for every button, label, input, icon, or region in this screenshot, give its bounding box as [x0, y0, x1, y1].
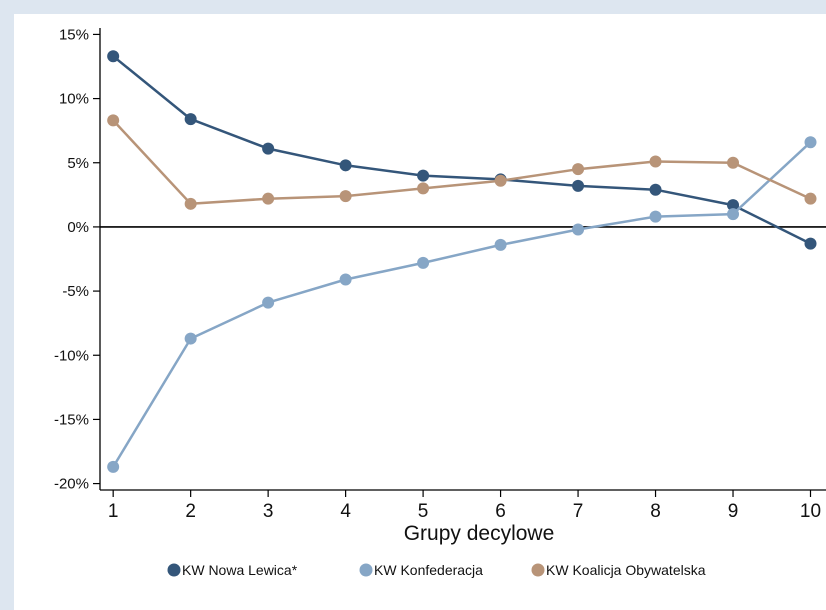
data-point — [649, 155, 662, 168]
y-tick-label: -5% — [62, 283, 89, 300]
x-tick-label: 4 — [340, 501, 351, 522]
data-point — [727, 199, 740, 212]
x-tick-label: 1 — [108, 501, 119, 522]
data-point — [804, 136, 817, 149]
y-tick-label: -15% — [54, 411, 89, 428]
legend-label: KW Konfederacja — [374, 562, 483, 578]
legend-marker — [359, 563, 373, 577]
data-point — [339, 273, 352, 286]
legend-marker — [531, 563, 545, 577]
data-point — [184, 332, 197, 345]
x-tick-label: 3 — [263, 501, 274, 522]
data-point — [107, 460, 120, 473]
y-tick-label: -10% — [54, 347, 89, 364]
x-tick-label: 2 — [185, 501, 196, 522]
x-tick-label: 5 — [418, 501, 429, 522]
legend-label: KW Nowa Lewica* — [182, 562, 298, 578]
data-point — [727, 208, 740, 221]
x-tick-label: 8 — [650, 501, 661, 522]
data-point — [417, 169, 430, 182]
y-tick-label: 0% — [67, 219, 89, 236]
y-tick-label: -20% — [54, 476, 89, 493]
x-tick-label: 10 — [800, 501, 821, 522]
data-point — [417, 256, 430, 269]
data-point — [184, 113, 197, 126]
data-point — [339, 190, 352, 203]
data-point — [649, 210, 662, 223]
line-chart: 15% 10% 5% 0% -5% -10% -15% -20% 1 2 3 4 5 6 7 8 9 10 Grup… — [54, 26, 826, 578]
header-band — [0, 0, 826, 14]
data-point — [184, 197, 197, 210]
data-point — [494, 174, 507, 187]
chart-panel: 15% 10% 5% 0% -5% -10% -15% -20% 1 2 3 4 5 6 7 8 9 10 Grup… — [14, 14, 826, 610]
data-point — [804, 192, 817, 205]
data-point — [107, 50, 120, 63]
series-line-2 — [112, 141, 812, 468]
series-line-3 — [112, 119, 812, 206]
data-point — [107, 114, 120, 127]
data-point — [417, 182, 430, 195]
x-axis-title: Grupy decylowe — [404, 522, 555, 545]
data-point — [649, 183, 662, 196]
data-point — [572, 163, 585, 176]
data-point — [262, 296, 275, 309]
y-tick-label: 10% — [59, 91, 89, 108]
data-point — [339, 159, 352, 172]
data-point — [572, 223, 585, 236]
y-tick-label: 5% — [67, 155, 89, 172]
data-point — [262, 192, 275, 205]
data-point — [727, 156, 740, 169]
x-tick-label: 9 — [728, 501, 739, 522]
data-point — [572, 179, 585, 192]
x-tick-label: 6 — [495, 501, 506, 522]
x-tick-label: 7 — [573, 501, 584, 522]
y-tick-label: 15% — [59, 26, 89, 43]
legend-label: KW Koalicja Obywatelska — [546, 562, 706, 578]
series-line-1 — [112, 55, 812, 245]
legend-marker — [167, 563, 181, 577]
data-point — [804, 237, 817, 250]
data-point — [262, 142, 275, 155]
data-point — [494, 238, 507, 251]
